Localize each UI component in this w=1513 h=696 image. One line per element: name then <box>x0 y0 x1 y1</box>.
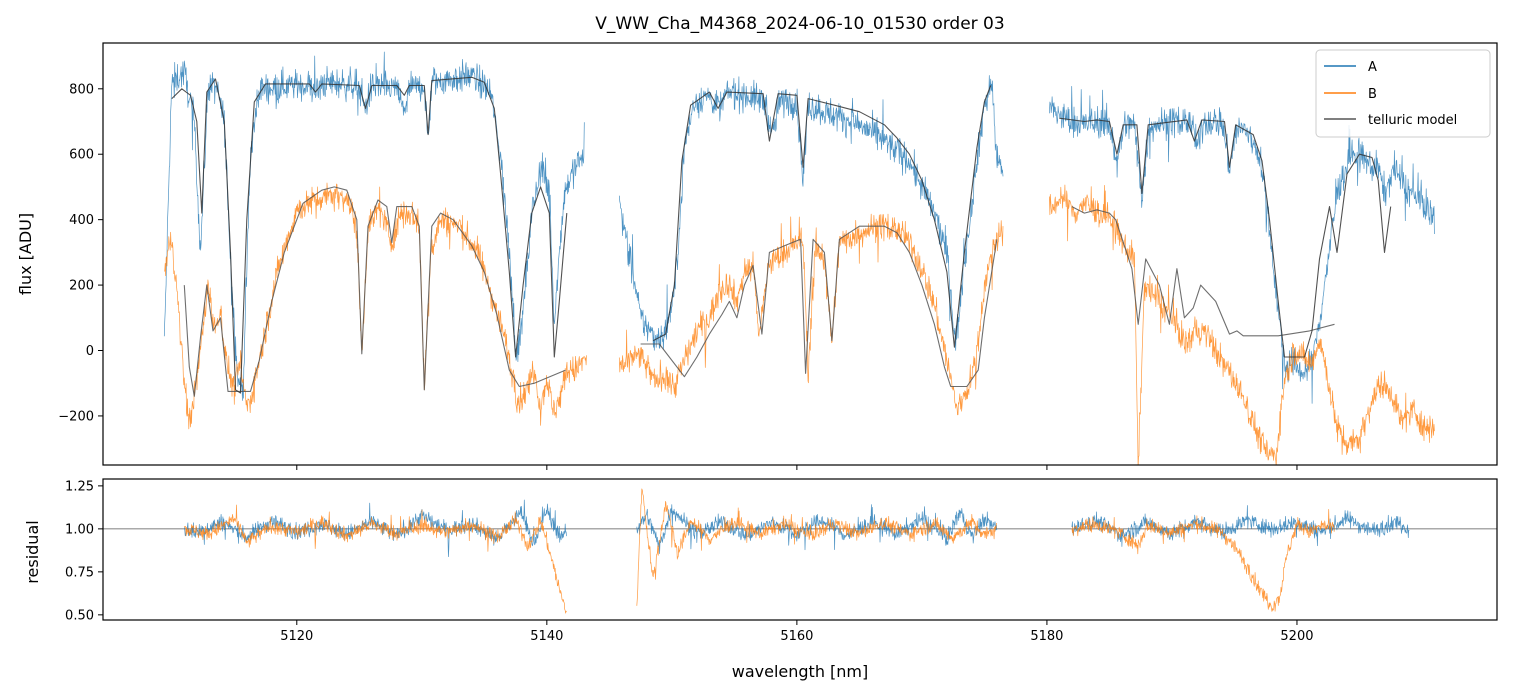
series-telluric-model-segment-2 <box>640 225 998 388</box>
y-tick-label: 0.50 <box>65 608 94 623</box>
y-tick-label: 400 <box>69 213 94 228</box>
x-tick-label: 5120 <box>280 629 313 644</box>
series-b-segment-1 <box>183 504 567 614</box>
series-b-segment-1 <box>163 182 587 430</box>
residual-y-axis-label: residual <box>23 520 42 583</box>
series-telluric-model-segment-3 <box>1071 206 1335 337</box>
main-panel: −200 0 200 400 600 800 flux [ADU] A B telluri… <box>16 42 1498 470</box>
series-b-segment-2 <box>618 213 1004 416</box>
residual-plot-area <box>103 488 1497 614</box>
series-a-segment-3 <box>1049 86 1435 404</box>
main-y-axis: −200 0 200 400 600 800 <box>58 82 103 424</box>
residual-x-axis: 5120 5140 5160 5180 5200 <box>280 620 1314 644</box>
y-tick-label: 600 <box>69 148 94 163</box>
series-telluric-model-segment-1 <box>183 186 566 397</box>
series-a-segment-2 <box>636 504 998 554</box>
series-b-segment-2 <box>636 488 997 606</box>
series-telluric-model-a-segment-1 <box>171 76 568 394</box>
residual-y-axis: 0.50 0.75 1.00 1.25 <box>65 479 103 623</box>
x-tick-label: 5160 <box>780 629 813 644</box>
main-plot-area <box>163 51 1435 465</box>
main-x-axis <box>296 465 1298 470</box>
legend-label-b: B <box>1368 87 1377 102</box>
y-tick-label: −200 <box>58 409 94 424</box>
legend: A B telluric model <box>1315 49 1491 138</box>
y-tick-label: 200 <box>69 279 94 294</box>
residual-panel: 0.50 0.75 1.00 1.25 5120 5140 5160 5180 5200 re… <box>23 478 1498 681</box>
main-axes-frame <box>102 42 1498 466</box>
x-axis-label: wavelength [nm] <box>732 662 869 681</box>
residual-axes-frame <box>102 478 1498 621</box>
y-tick-label: 0 <box>86 344 94 359</box>
y-tick-label: 800 <box>69 82 94 97</box>
x-tick-label: 5140 <box>530 629 563 644</box>
series-a-segment-2 <box>618 75 1004 351</box>
legend-label-a: A <box>1368 60 1377 75</box>
legend-frame <box>1315 49 1491 138</box>
main-y-axis-label: flux [ADU] <box>16 213 35 295</box>
chart-title: V_WW_Cha_M4368_2024-06-10_01530 order 03 <box>595 14 1004 34</box>
y-tick-label: 1.25 <box>65 479 94 494</box>
series-telluric-model-a-segment-3 <box>1059 117 1392 358</box>
series-b-segment-3 <box>1071 509 1335 612</box>
x-tick-label: 5200 <box>1280 629 1313 644</box>
y-tick-label: 0.75 <box>65 565 94 580</box>
x-tick-label: 5180 <box>1030 629 1063 644</box>
series-a-segment-3 <box>1071 505 1410 547</box>
y-tick-label: 1.00 <box>65 522 94 537</box>
legend-label-telluric: telluric model <box>1368 113 1457 128</box>
series-b-segment-3 <box>1049 184 1435 465</box>
series-telluric-model-a-segment-2 <box>652 85 992 348</box>
